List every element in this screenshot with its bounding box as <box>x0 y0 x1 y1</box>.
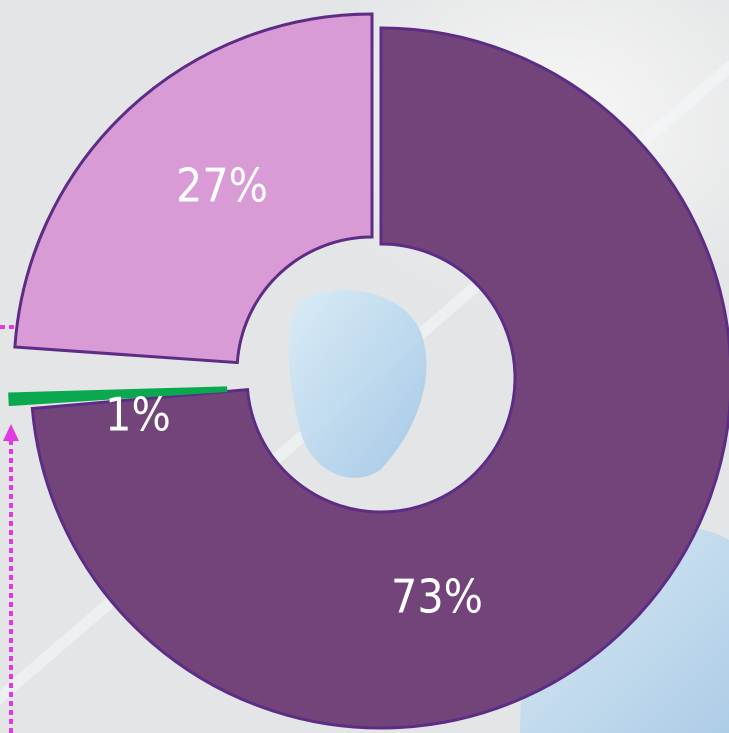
slice-73 <box>30 26 729 730</box>
slice-73-label: 73% <box>391 570 483 624</box>
slice-27 <box>13 12 374 365</box>
slice-1 <box>8 386 228 407</box>
slice-1-label: 1% <box>105 388 171 442</box>
slice-27-label: 27% <box>176 159 268 213</box>
callout-arrowhead-bottom <box>3 424 19 441</box>
